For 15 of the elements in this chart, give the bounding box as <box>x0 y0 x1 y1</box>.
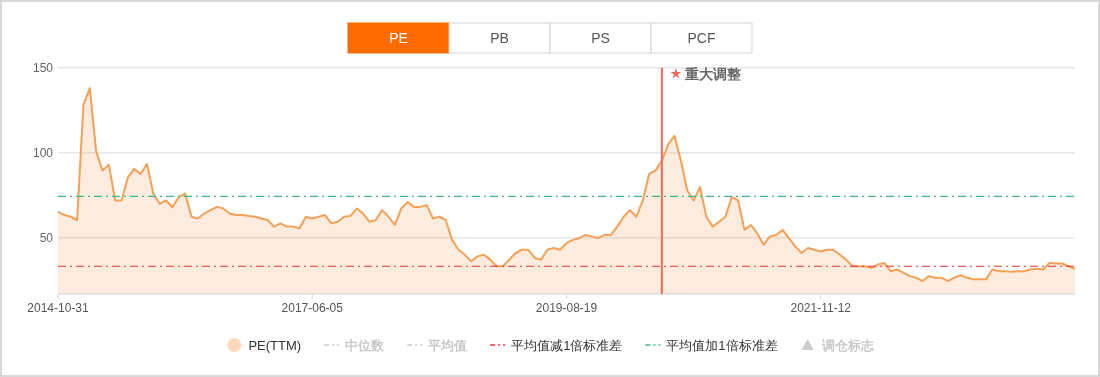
y-tick-label: 100 <box>32 145 54 160</box>
y-tick-label: 50 <box>39 230 54 245</box>
legend-label: 平均值减1倍标准差 <box>511 338 623 353</box>
tab: PB <box>448 22 551 54</box>
annotation: 重大调整 <box>683 65 742 82</box>
x-tick-label: 2017-06-05 <box>281 301 344 315</box>
x-tick-label: 2014-10-31 <box>27 301 90 315</box>
tab: PE <box>347 22 450 54</box>
y-tick-label: 150 <box>32 60 54 75</box>
x-tick-label: 2021-11-12 <box>790 301 852 315</box>
tab: PCF <box>650 22 753 54</box>
x-tick-label: 2019-08-19 <box>535 301 598 315</box>
tab: PS <box>549 22 652 54</box>
legend-label: 平均值加1倍标准差 <box>666 338 778 353</box>
legend-label: PE(TTM) <box>248 338 302 353</box>
